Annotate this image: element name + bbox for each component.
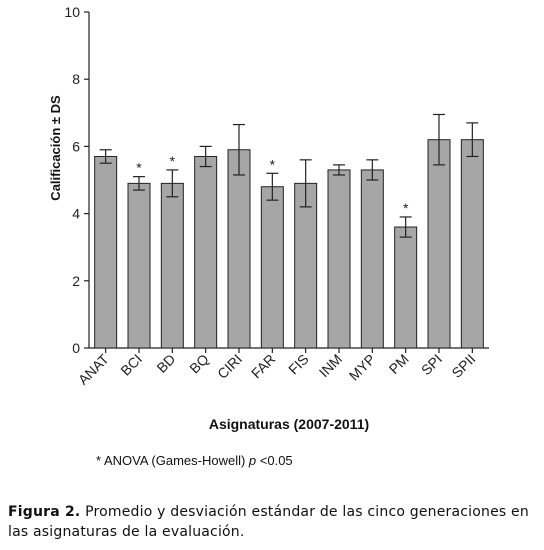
caption-text: Promedio y desviación estándar de las ci…: [8, 504, 529, 540]
x-tick-label: BQ: [186, 351, 212, 377]
x-tick-label: FIS: [285, 351, 312, 378]
anova-note-p: p: [248, 453, 256, 468]
x-tick-label: ANAT: [75, 351, 112, 388]
bar-inm: [327, 169, 351, 349]
bar-bd: [160, 182, 184, 349]
x-tick-label: SPI: [418, 351, 445, 378]
bar-pm: [394, 226, 418, 349]
x-tick-label: CIRI: [214, 351, 245, 382]
anova-note: * ANOVA (Games-Howell) p <0.05: [96, 453, 293, 468]
x-tick-label: BD: [153, 351, 178, 376]
anova-note-prefix: * ANOVA (Games-Howell): [96, 453, 249, 468]
x-tick-label: FAR: [248, 351, 279, 382]
x-tick-label: MYP: [346, 351, 379, 384]
chart-bars: * * * *: [94, 113, 484, 349]
x-tick-label: PM: [386, 351, 412, 377]
bar-myp: [360, 169, 384, 349]
y-tick-label: 2: [72, 273, 80, 289]
bar-far: [260, 186, 284, 349]
x-tick-labels: ANAT BCI BD BQ CIRI FAR FIS INM MYP PM SPI SPII: [75, 348, 478, 388]
bar-spii: [460, 139, 484, 349]
bar-bci: [127, 182, 151, 349]
significance-marker: *: [270, 156, 276, 172]
significance-marker: *: [136, 160, 142, 176]
x-tick-label: SPII: [448, 351, 478, 381]
bar-ciri: [227, 149, 251, 349]
anova-note-suffix: <0.05: [256, 453, 293, 468]
x-tick-label: INM: [316, 351, 345, 380]
significance-marker: *: [403, 200, 409, 216]
y-axis-label: Calificación ± DS: [48, 95, 63, 201]
y-tick-label: 8: [72, 71, 80, 87]
chart-axes: 0 2 4 6 8 10: [64, 4, 489, 356]
bar-anat: [94, 155, 118, 349]
caption-label: Figura 2.: [8, 504, 81, 520]
x-axis-label: Asignaturas (2007-2011): [209, 416, 369, 432]
y-tick-label: 10: [64, 4, 80, 20]
y-tick-label: 6: [72, 138, 80, 154]
bar-fis: [294, 182, 318, 349]
y-tick-label: 0: [72, 340, 80, 356]
x-tick-label: BCI: [117, 351, 145, 379]
bar-chart: 0 2 4 6 8 10 * * * * ANAT BCI BD BQ CIRI FAR FIS INM MYP…: [48, 4, 489, 468]
bar-spi: [427, 139, 451, 349]
significance-marker: *: [170, 153, 176, 169]
y-tick-label: 4: [72, 206, 80, 222]
figure-caption: Figura 2. Promedio y desviación estándar…: [8, 502, 538, 542]
bar-bq: [194, 155, 218, 349]
